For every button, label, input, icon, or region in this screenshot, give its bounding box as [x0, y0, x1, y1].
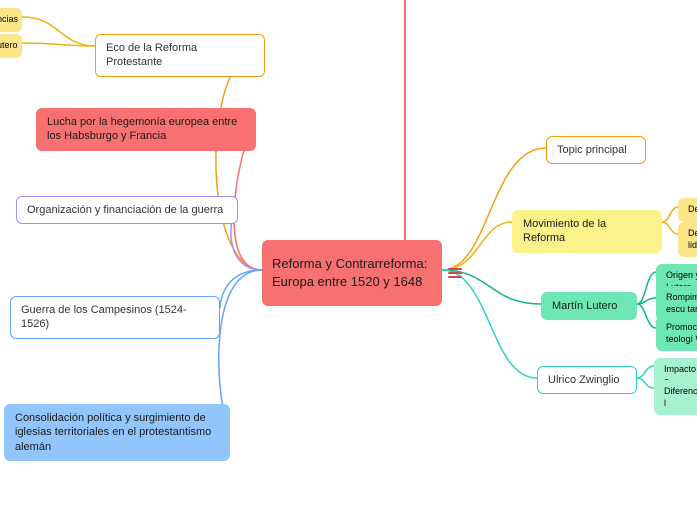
- menu-icon[interactable]: [448, 266, 462, 280]
- mindmap-node[interactable]: Topic principal: [546, 136, 646, 164]
- mindmap-node[interactable]: Eco de la Reforma Protestante: [95, 34, 265, 77]
- mindmap-node[interactable]: Dependen liderada p: [678, 222, 697, 257]
- mindmap-node[interactable]: Consolidación política y surgimiento de …: [4, 404, 230, 461]
- mindmap-node[interactable]: Martín Lutero: [541, 292, 637, 320]
- mindmap-node[interactable]: Movimiento de la Reforma: [512, 210, 662, 253]
- mindmap-node[interactable]: Diferencias notables con l: [654, 380, 697, 415]
- mindmap-node[interactable]: Organización y financiación de la guerra: [16, 196, 238, 224]
- mindmap-node[interactable]: Lutero: [0, 34, 22, 58]
- mindmap-node[interactable]: encias: [0, 8, 22, 32]
- mindmap-node[interactable]: Reforma y Contrarreforma: Europa entre 1…: [262, 240, 442, 306]
- mindmap-node[interactable]: Guerra de los Campesinos (1524-1526): [10, 296, 220, 339]
- mindmap-node[interactable]: Lucha por la hegemonía europea entre los…: [36, 108, 256, 151]
- mindmap-node[interactable]: Promoción de una teologí Wittenberg: [656, 316, 697, 351]
- mindmap-node[interactable]: Ulrico Zwinglio: [537, 366, 637, 394]
- mindmap-node[interactable]: Desestabili: [678, 198, 697, 222]
